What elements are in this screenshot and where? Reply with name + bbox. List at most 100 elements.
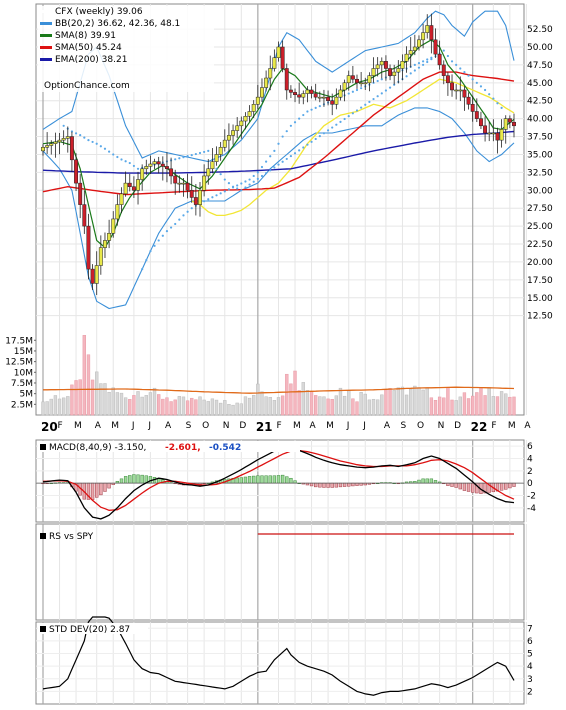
sar-dot — [405, 75, 408, 78]
rs-swatch — [40, 533, 46, 539]
sar-dot — [227, 188, 231, 191]
sar-dot — [430, 56, 433, 59]
volume-bar — [371, 398, 376, 416]
sar-dot — [393, 83, 396, 86]
sar-dot — [388, 86, 392, 89]
candle-up — [421, 32, 426, 41]
stddev-tick-label: 3 — [527, 675, 533, 685]
macd-tick-label: -2 — [527, 491, 536, 501]
sar-dot — [244, 180, 247, 183]
volume-bar — [285, 373, 289, 416]
sar-dot — [413, 63, 416, 67]
volume-bar — [165, 397, 169, 416]
sar-dot — [244, 186, 247, 189]
volume-bar — [144, 395, 148, 416]
sar-dot — [215, 167, 218, 170]
sar-dot — [190, 207, 193, 210]
ema200-line — [42, 130, 515, 174]
candle-up — [218, 147, 223, 155]
sar-dot — [248, 178, 251, 181]
candle-up — [41, 147, 45, 152]
candle-down — [293, 92, 297, 96]
volume-bar — [375, 399, 380, 416]
macd-histogram-bar — [508, 482, 512, 489]
volume-bar — [218, 402, 223, 416]
macd-histogram-bar — [235, 477, 239, 484]
x-axis-label: S — [400, 421, 406, 431]
sar-dot — [99, 145, 102, 148]
price-tick-label: 12.50 — [527, 312, 553, 322]
candle-up — [243, 115, 248, 122]
candle-up — [363, 82, 368, 85]
sar-dot — [198, 151, 202, 155]
volume-bar — [504, 393, 508, 416]
candle-up — [206, 168, 211, 177]
volume-bar — [396, 387, 400, 416]
sar-dot — [215, 194, 218, 197]
sar-dot — [194, 152, 197, 156]
volume-bar — [280, 395, 285, 416]
candle-down — [160, 163, 165, 167]
candle-up — [342, 82, 347, 91]
candle-down — [388, 68, 393, 76]
sar-dot — [223, 178, 226, 181]
legend-background — [38, 6, 214, 92]
sar-dot — [376, 79, 379, 83]
volume-bar — [107, 391, 111, 416]
volume-bar — [136, 391, 140, 416]
candle-down — [462, 89, 467, 98]
volume-bar — [148, 392, 153, 416]
macd-label-bg — [38, 441, 300, 452]
candle-down — [429, 25, 434, 41]
macd-histogram-bar — [103, 482, 107, 492]
macd-swatch — [40, 444, 46, 450]
x-axis-label: 20 — [41, 420, 58, 434]
sar-dot — [256, 177, 259, 180]
sar-dot — [207, 198, 210, 201]
sar-dot — [128, 161, 131, 165]
volume-bar — [347, 390, 351, 416]
macd-histogram-bar — [326, 482, 330, 488]
sar-dot — [269, 169, 272, 172]
macd-histogram-bar — [318, 482, 322, 488]
candle-up — [247, 111, 252, 117]
price-legend: CFX (weekly) 39.06 BB(20,2) 36.62, 42.36,… — [38, 6, 214, 92]
volume-bar — [53, 395, 58, 416]
volume-bar — [458, 396, 462, 416]
volume-bar — [247, 397, 252, 416]
volume-tick-label: 5M — [20, 390, 34, 400]
volume-bar — [276, 397, 281, 416]
macd-tick-label: 6 — [527, 442, 533, 452]
macd-histogram-bar — [239, 477, 243, 484]
sar-dot — [459, 67, 462, 70]
sar-dot — [265, 172, 268, 175]
candle-down — [127, 182, 132, 187]
candle-up — [272, 57, 277, 69]
candle-up — [371, 68, 376, 76]
volume-bar — [487, 387, 491, 416]
candle-up — [115, 204, 120, 220]
legend-swatch — [40, 10, 52, 13]
sar-dot — [471, 78, 474, 81]
price-tick-label: 35.00 — [527, 150, 553, 160]
sar-dot — [293, 121, 297, 124]
volume-bar — [115, 392, 120, 416]
sar-dot — [322, 132, 326, 135]
macd-histogram-bar — [260, 475, 264, 484]
candle-up — [367, 75, 372, 84]
sar-dot — [207, 149, 210, 152]
macd-histogram-bar — [330, 482, 334, 488]
macd-histogram-bar — [347, 482, 351, 487]
sar-dot — [91, 140, 94, 144]
x-axis-label: O — [417, 421, 424, 431]
volume-bar — [252, 395, 256, 416]
watermark-text: OptionChance.com — [44, 81, 130, 91]
sar-dot — [273, 166, 276, 169]
candle-down — [441, 64, 446, 76]
candle-up — [111, 218, 116, 234]
candle-down — [313, 93, 318, 98]
candle-up — [396, 68, 401, 73]
candle-up — [103, 240, 107, 248]
macd-histogram-bar — [342, 482, 347, 487]
volume-bar — [272, 400, 277, 416]
